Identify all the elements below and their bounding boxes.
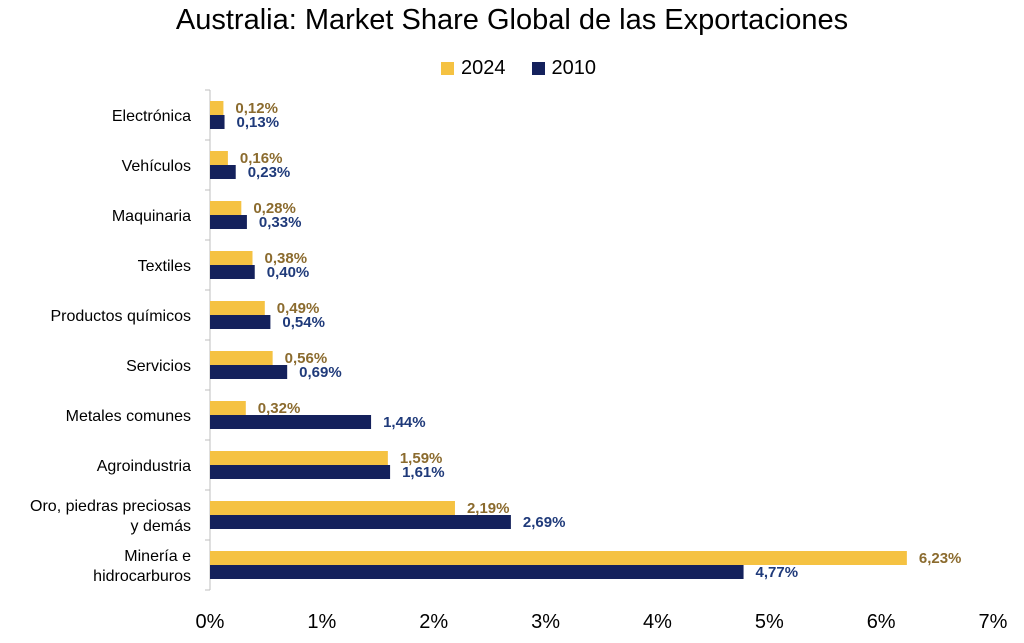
bar-2010 <box>210 415 372 429</box>
data-label-2010: 0,33% <box>259 214 302 231</box>
data-label-2024: 6,23% <box>919 550 962 567</box>
category-label: Vehículos <box>122 158 191 175</box>
chart-title: Australia: Market Share Global de las Ex… <box>175 4 849 36</box>
legend-label-2024: 2024 <box>461 57 506 79</box>
bar-2024 <box>210 151 228 165</box>
bar-2010 <box>210 365 288 379</box>
bar-2010 <box>210 265 255 279</box>
data-label-2010: 1,61% <box>402 464 445 481</box>
bar-2024 <box>210 301 265 315</box>
category-label: Maquinaria <box>112 208 191 225</box>
bar-2010 <box>210 465 391 479</box>
data-label-2024: 0,28% <box>253 200 296 217</box>
legend-label-2010: 2010 <box>551 57 597 79</box>
bar-2010 <box>210 515 511 529</box>
data-label-2024: 0,12% <box>235 100 278 117</box>
bar-2010 <box>210 165 236 179</box>
bar-2024 <box>210 201 242 215</box>
data-label-2010: 0,23% <box>248 164 291 181</box>
bar-2024 <box>210 251 253 265</box>
x-tick-label: 7% <box>979 611 1008 633</box>
legend-swatch-2024 <box>441 62 454 75</box>
bar-2024 <box>210 451 388 465</box>
data-label-2024: 2,19% <box>467 500 510 517</box>
bar-2010 <box>210 565 744 579</box>
legend-item-2024: 2024 <box>441 57 506 80</box>
x-tick-label: 5% <box>755 611 784 633</box>
data-label-2024: 0,56% <box>285 350 328 367</box>
bar-2024 <box>210 101 224 115</box>
category-label: Servicios <box>126 358 191 375</box>
category-label: Oro, piedras preciosas y demás <box>30 498 191 535</box>
category-label: Agroindustria <box>97 458 191 475</box>
data-label-2010: 2,69% <box>523 514 566 531</box>
data-label-2024: 0,38% <box>265 250 308 267</box>
x-tick-label: 1% <box>307 611 336 633</box>
data-label-2010: 4,77% <box>756 564 799 581</box>
bar-2010 <box>210 315 271 329</box>
data-label-2024: 0,32% <box>258 400 301 417</box>
data-label-2010: 0,40% <box>267 264 310 281</box>
data-label-2010: 0,54% <box>282 314 325 331</box>
category-label: Metales comunes <box>66 408 191 425</box>
x-tick-label: 6% <box>867 611 896 633</box>
bar-2024 <box>210 551 907 565</box>
x-tick-label: 2% <box>419 611 448 633</box>
data-label-2010: 1,44% <box>383 414 426 431</box>
x-tick-label: 4% <box>643 611 672 633</box>
bar-2010 <box>210 115 225 129</box>
category-label: Productos químicos <box>50 308 191 325</box>
legend-item-2010: 2010 <box>531 57 597 80</box>
bar-2024 <box>210 501 455 515</box>
category-label: Minería e hidrocarburos <box>93 548 191 585</box>
data-label-2024: 0,16% <box>240 150 283 167</box>
data-label-2010: 0,69% <box>299 364 342 381</box>
x-tick-label: 3% <box>531 611 560 633</box>
legend-swatch-2010 <box>531 62 545 75</box>
data-label-2010: 0,13% <box>237 114 280 131</box>
category-label: Electrónica <box>112 108 191 125</box>
category-label: Textiles <box>138 258 191 275</box>
data-label-2024: 0,49% <box>277 300 320 317</box>
x-tick-label: 0% <box>196 611 225 633</box>
legend: 2024 2010 <box>441 57 622 80</box>
bar-2024 <box>210 351 273 365</box>
data-label-2024: 1,59% <box>400 450 443 467</box>
bar-2010 <box>210 215 247 229</box>
bar-2024 <box>210 401 246 415</box>
